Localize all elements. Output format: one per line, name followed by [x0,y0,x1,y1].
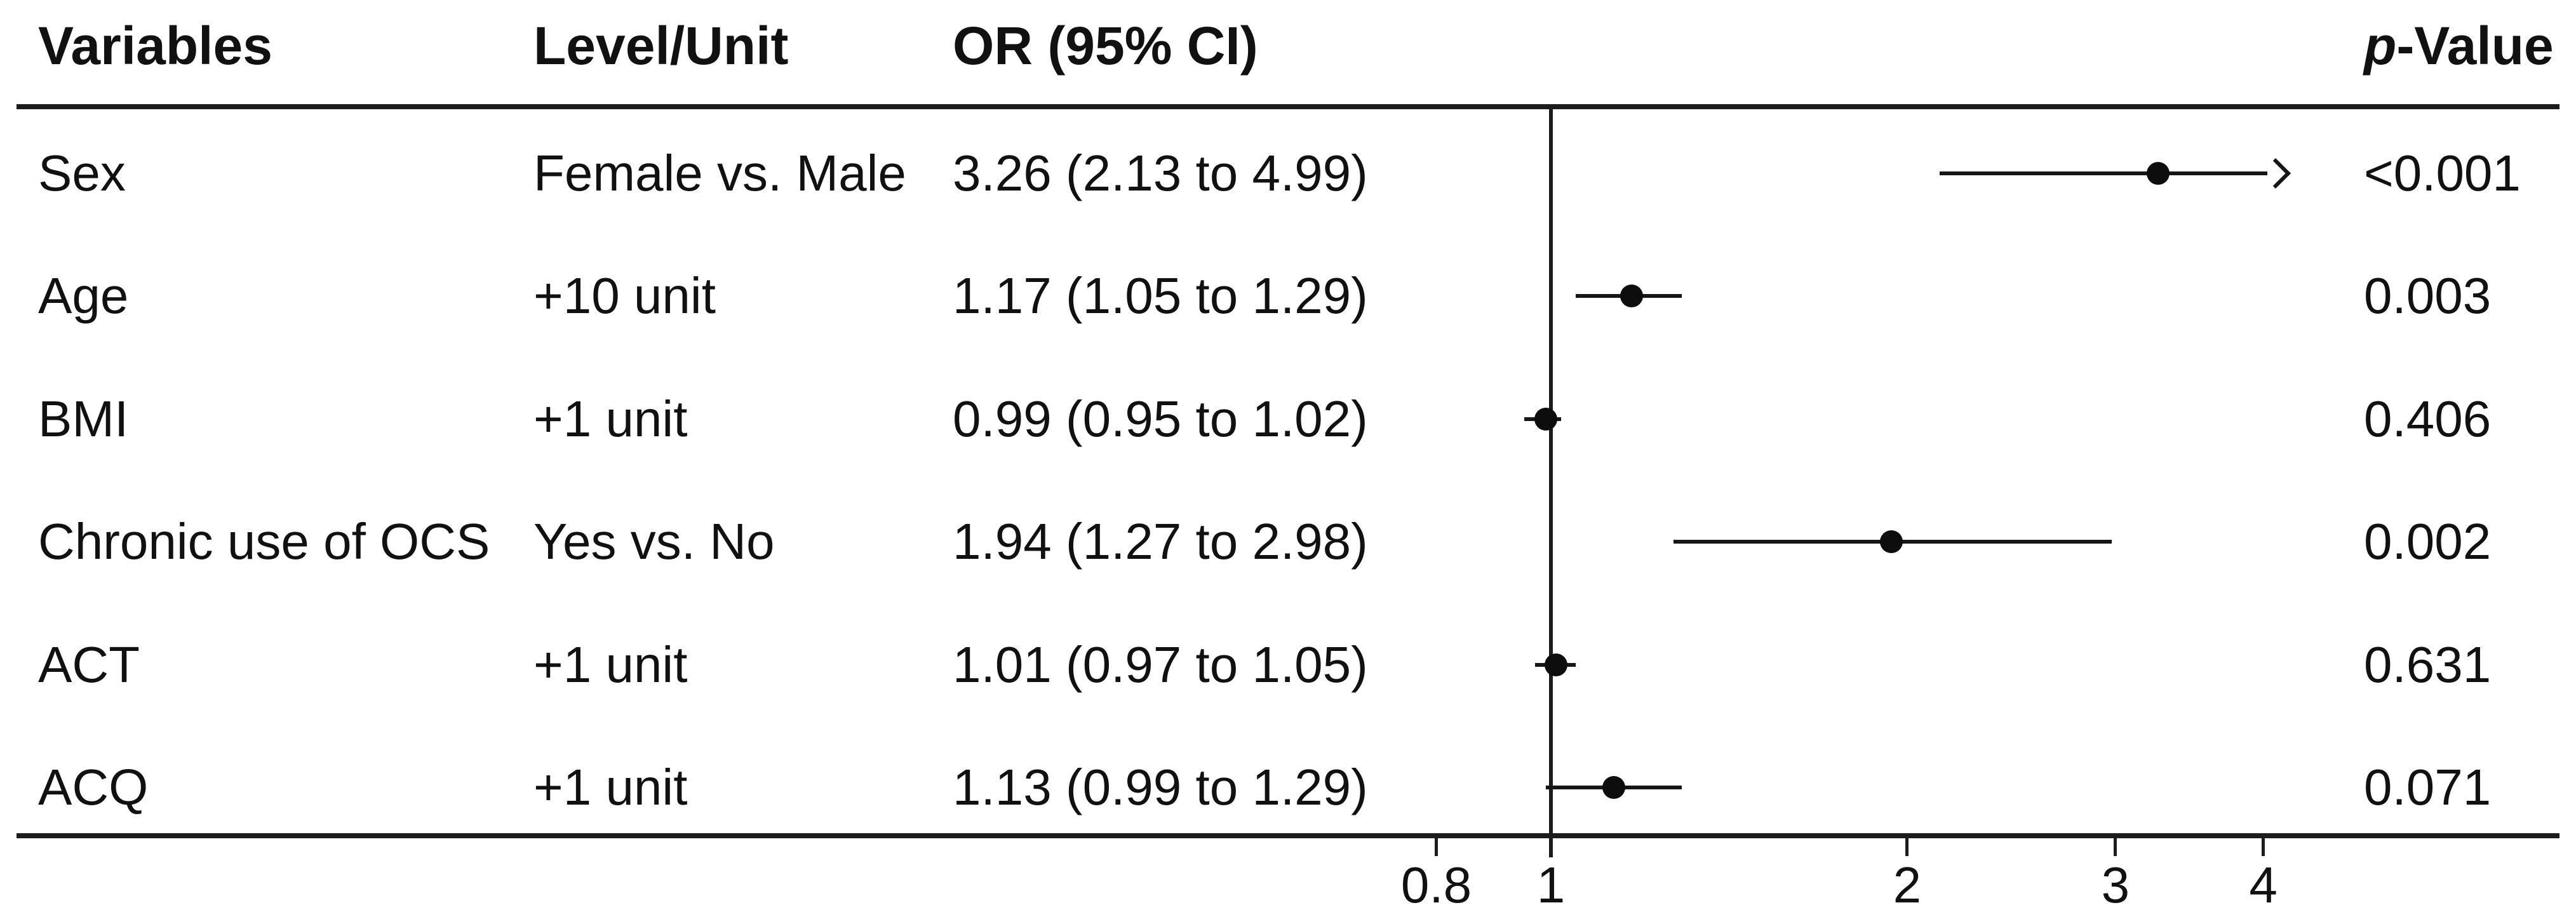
row-variable-label: BMI [38,390,129,447]
header-rule [17,104,2559,109]
x-axis-tick-label: 1 [1536,857,1566,913]
row-variable-label: ACQ [38,759,149,815]
or-point-marker [2147,162,2170,185]
row-p-value: <0.001 [2364,145,2521,201]
row-or-ci-text: 1.94 (1.27 to 2.98) [953,513,1368,570]
x-axis-tick [1434,838,1438,856]
row-level-unit: +1 unit [533,390,688,447]
column-header-variables: Variables [38,16,272,76]
row-variable-label: Age [38,267,129,325]
row-level-unit: Yes vs. No [533,513,775,570]
reference-line-or-1 [1549,107,1553,857]
row-level-unit: Female vs. Male [533,145,906,201]
x-axis-tick-label: 3 [2101,857,2130,913]
column-header-p-value: p-Value [2364,19,2554,72]
row-or-ci-text: 1.17 (1.05 to 1.29) [953,267,1368,325]
x-axis-tick [1549,838,1553,856]
row-level-unit: +10 unit [533,267,716,325]
row-p-value: 0.406 [2364,390,2492,447]
or-point-marker [1545,653,1568,676]
or-point-marker [1534,407,1557,431]
or-point-marker [1602,776,1625,799]
row-level-unit: +1 unit [533,759,688,815]
row-p-value: 0.071 [2364,759,2492,815]
or-point-marker [1880,530,1903,554]
column-header-or-ci: OR (95% CI) [953,16,1258,76]
row-variable-label: Sex [38,145,126,201]
row-or-ci-text: 1.13 (0.99 to 1.29) [953,759,1368,815]
x-axis-tick-label: 0.8 [1400,857,1472,913]
p-value-suffix: -Value [2396,16,2554,76]
column-header-level-unit: Level/Unit [533,16,789,76]
arrow-right-icon [2260,157,2291,189]
x-axis-tick [1905,838,1909,856]
row-variable-label: Chronic use of OCS [38,513,490,570]
x-axis-tick-label: 4 [2249,857,2277,913]
row-or-ci-text: 3.26 (2.13 to 4.99) [953,145,1368,201]
row-or-ci-text: 0.99 (0.95 to 1.02) [953,390,1368,447]
row-p-value: 0.003 [2364,267,2492,325]
ci-line [1939,171,2267,175]
row-p-value: 0.631 [2364,636,2492,693]
x-axis-tick-label: 2 [1893,857,1922,913]
row-level-unit: +1 unit [533,636,688,693]
x-axis-tick [2262,838,2265,856]
p-italic: p [2364,16,2397,76]
or-point-marker [1620,285,1644,308]
x-axis-tick [2114,838,2117,856]
row-p-value: 0.002 [2364,513,2492,570]
row-variable-label: ACT [38,636,140,693]
row-or-ci-text: 1.01 (0.97 to 1.05) [953,636,1368,693]
bottom-rule-axis-line [17,833,2559,838]
